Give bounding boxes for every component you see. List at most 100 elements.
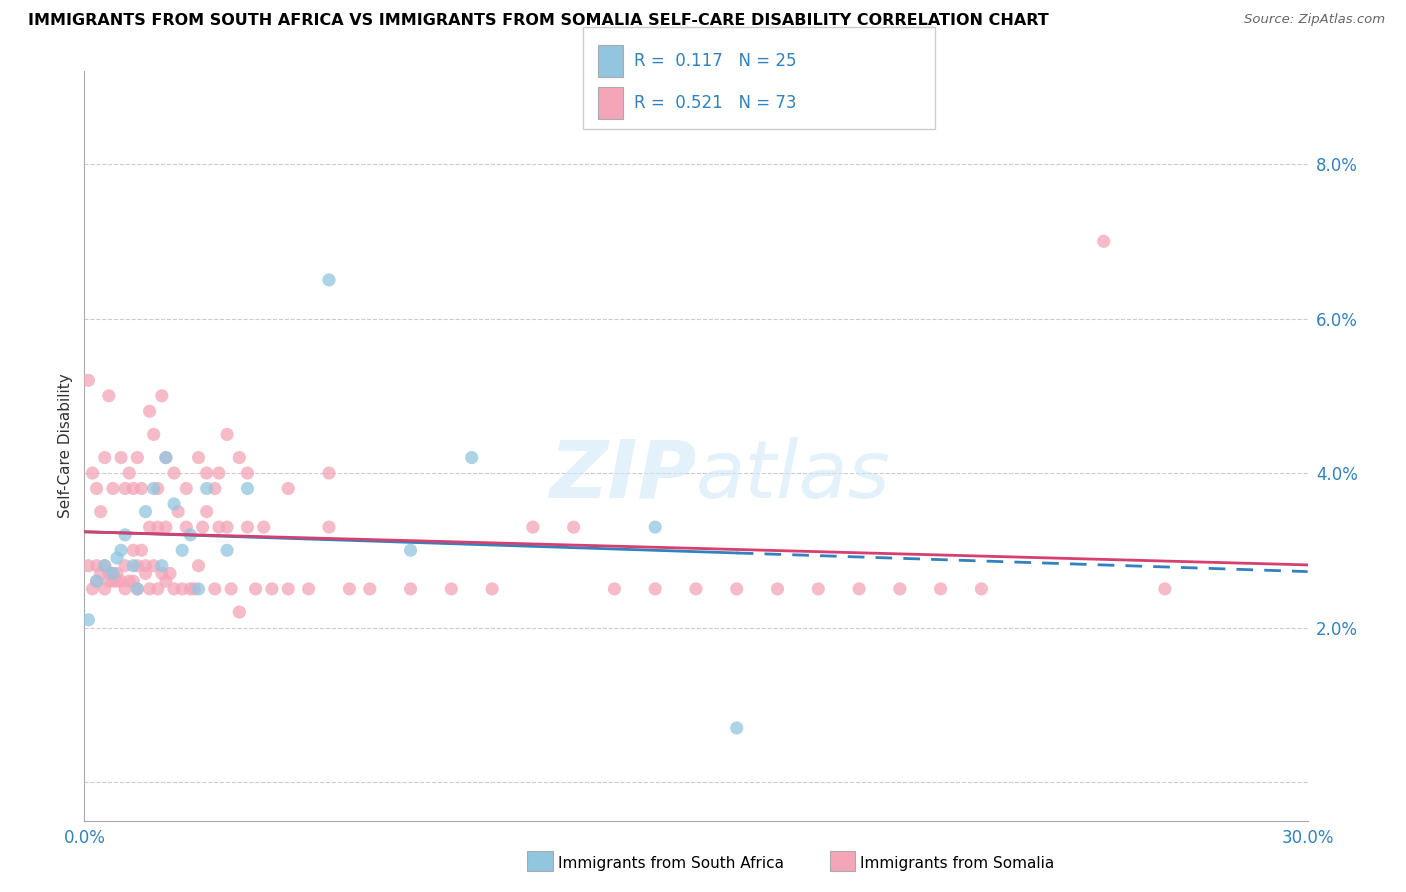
Point <box>122 543 145 558</box>
Point <box>93 558 115 573</box>
Point <box>889 582 911 596</box>
Point <box>101 482 124 496</box>
Point <box>77 558 100 573</box>
Point <box>155 520 177 534</box>
Point <box>77 613 100 627</box>
Point <box>236 466 259 480</box>
Text: Immigrants from South Africa: Immigrants from South Africa <box>558 856 785 871</box>
Point <box>127 450 149 465</box>
Point <box>110 574 132 589</box>
Point <box>138 582 160 596</box>
Point <box>277 482 299 496</box>
Point <box>101 566 124 581</box>
Point <box>339 582 361 596</box>
Point <box>461 450 484 465</box>
Point <box>86 558 108 573</box>
Point <box>155 450 177 465</box>
Point <box>105 551 128 566</box>
Point <box>163 582 186 596</box>
Point <box>228 605 250 619</box>
Point <box>318 466 340 480</box>
Point <box>195 466 218 480</box>
Point <box>970 582 993 596</box>
Point <box>228 450 250 465</box>
Point <box>204 582 226 596</box>
Point <box>195 482 218 496</box>
Point <box>118 466 141 480</box>
Point <box>399 582 422 596</box>
Point <box>522 520 544 534</box>
Point <box>122 482 145 496</box>
Point <box>150 558 173 573</box>
Text: R =  0.521   N = 73: R = 0.521 N = 73 <box>634 94 797 112</box>
Point <box>219 582 242 596</box>
Point <box>183 582 205 596</box>
Point <box>644 582 666 596</box>
Point <box>208 466 231 480</box>
Point <box>135 566 157 581</box>
Point <box>110 543 132 558</box>
Point <box>318 520 340 534</box>
Point <box>725 721 748 735</box>
Point <box>187 450 209 465</box>
Point <box>155 574 177 589</box>
Point <box>204 482 226 496</box>
Point <box>179 582 201 596</box>
Point <box>766 582 789 596</box>
Point <box>159 566 181 581</box>
Point <box>86 574 108 589</box>
Point <box>172 543 194 558</box>
Point <box>172 582 194 596</box>
Point <box>187 558 209 573</box>
Point <box>131 543 153 558</box>
Point <box>848 582 870 596</box>
Text: Source: ZipAtlas.com: Source: ZipAtlas.com <box>1244 13 1385 27</box>
Point <box>725 582 748 596</box>
Point <box>82 582 104 596</box>
Point <box>685 582 707 596</box>
Point <box>105 566 128 581</box>
Text: atlas: atlas <box>696 437 891 515</box>
Point <box>82 466 104 480</box>
Point <box>298 582 321 596</box>
Point <box>86 482 108 496</box>
Point <box>127 582 149 596</box>
Text: ZIP: ZIP <box>548 437 696 515</box>
Point <box>131 482 153 496</box>
Point <box>217 543 239 558</box>
Point <box>138 404 160 418</box>
Point <box>440 582 463 596</box>
Point <box>97 574 120 589</box>
Point <box>260 582 283 596</box>
Point <box>236 482 259 496</box>
Point <box>191 520 214 534</box>
Point <box>97 566 120 581</box>
Point <box>127 582 149 596</box>
Point <box>110 450 132 465</box>
Point <box>135 558 157 573</box>
Text: R =  0.117   N = 25: R = 0.117 N = 25 <box>634 52 797 70</box>
Point <box>253 520 276 534</box>
Point <box>101 566 124 581</box>
Text: IMMIGRANTS FROM SOUTH AFRICA VS IMMIGRANTS FROM SOMALIA SELF-CARE DISABILITY COR: IMMIGRANTS FROM SOUTH AFRICA VS IMMIGRAN… <box>28 13 1049 29</box>
Point <box>122 574 145 589</box>
Point <box>245 582 267 596</box>
Point <box>644 520 666 534</box>
Point <box>90 505 112 519</box>
Point <box>174 520 197 534</box>
Point <box>127 558 149 573</box>
Point <box>101 574 124 589</box>
Point <box>929 582 952 596</box>
Point <box>167 505 190 519</box>
Point <box>481 582 503 596</box>
Point <box>217 520 239 534</box>
Point <box>179 528 201 542</box>
Point <box>318 273 340 287</box>
Point <box>146 582 169 596</box>
Point <box>150 566 173 581</box>
Point <box>1154 582 1177 596</box>
Point <box>93 582 115 596</box>
Point <box>97 389 120 403</box>
Point <box>138 520 160 534</box>
Point <box>142 427 165 442</box>
